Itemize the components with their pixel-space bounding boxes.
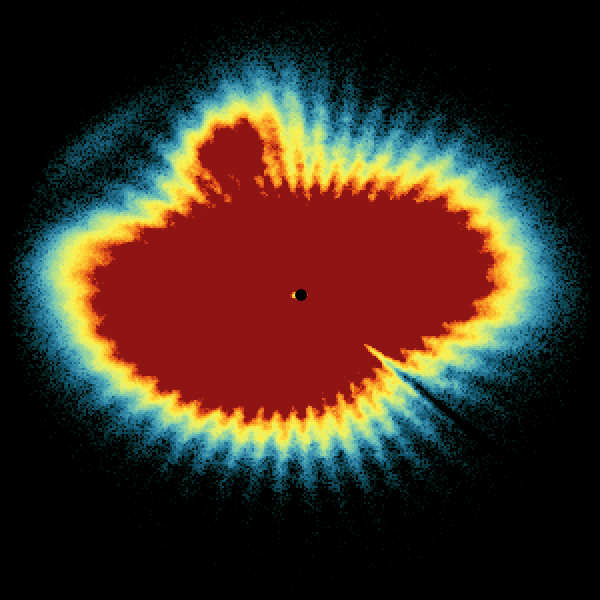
image-viewport: Bipolar Nebula False-Color Intensity Map… — [0, 0, 600, 600]
false-color-sky-canvas — [0, 0, 600, 600]
